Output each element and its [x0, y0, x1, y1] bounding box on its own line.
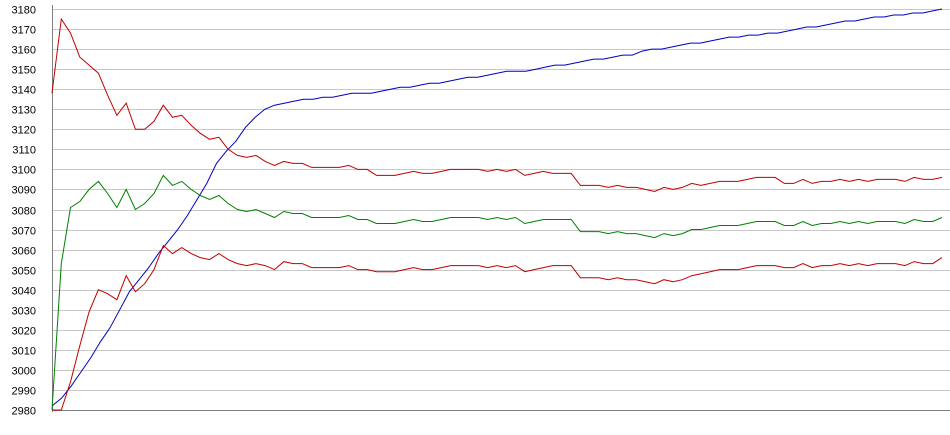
series-line-1: [51, 8, 943, 407]
y-tick-label: 3070: [12, 226, 36, 238]
y-tick-label: 2990: [12, 386, 36, 398]
y-tick-label: 3000: [12, 366, 36, 378]
y-tick-labels: 2980 2990 3000 3010 3020 3030 3040 3050 3060 3070…: [12, 5, 36, 418]
y-tick-label: 3090: [12, 185, 36, 197]
y-tick-label: 2980: [12, 406, 36, 418]
series-line-4: [52, 244, 943, 411]
y-tick-label: 3040: [12, 286, 36, 298]
series-lines: [51, 8, 943, 411]
y-tick-label: 3140: [12, 85, 36, 97]
y-tick-label: 3060: [12, 246, 36, 258]
y-tick-label: 3180: [12, 5, 36, 17]
y-tick-label: 3110: [12, 145, 36, 157]
y-tick-label: 3160: [12, 45, 36, 57]
gridlines: [52, 9, 950, 411]
y-tick-label: 3010: [12, 346, 36, 358]
axes: [52, 5, 950, 412]
y-tick-label: 3080: [12, 206, 36, 218]
series-line-3: [51, 174, 943, 411]
y-tick-label: 3100: [12, 165, 36, 177]
y-tick-label: 3170: [12, 25, 36, 37]
y-tick-label: 3050: [12, 266, 36, 278]
y-tick-label: 3150: [12, 65, 36, 77]
y-tick-label: 3120: [12, 125, 36, 137]
y-tick-label: 3130: [12, 105, 36, 117]
y-tick-label: 3020: [12, 326, 36, 338]
series-line-2: [51, 17, 943, 193]
y-tick-label: 3030: [12, 306, 36, 318]
